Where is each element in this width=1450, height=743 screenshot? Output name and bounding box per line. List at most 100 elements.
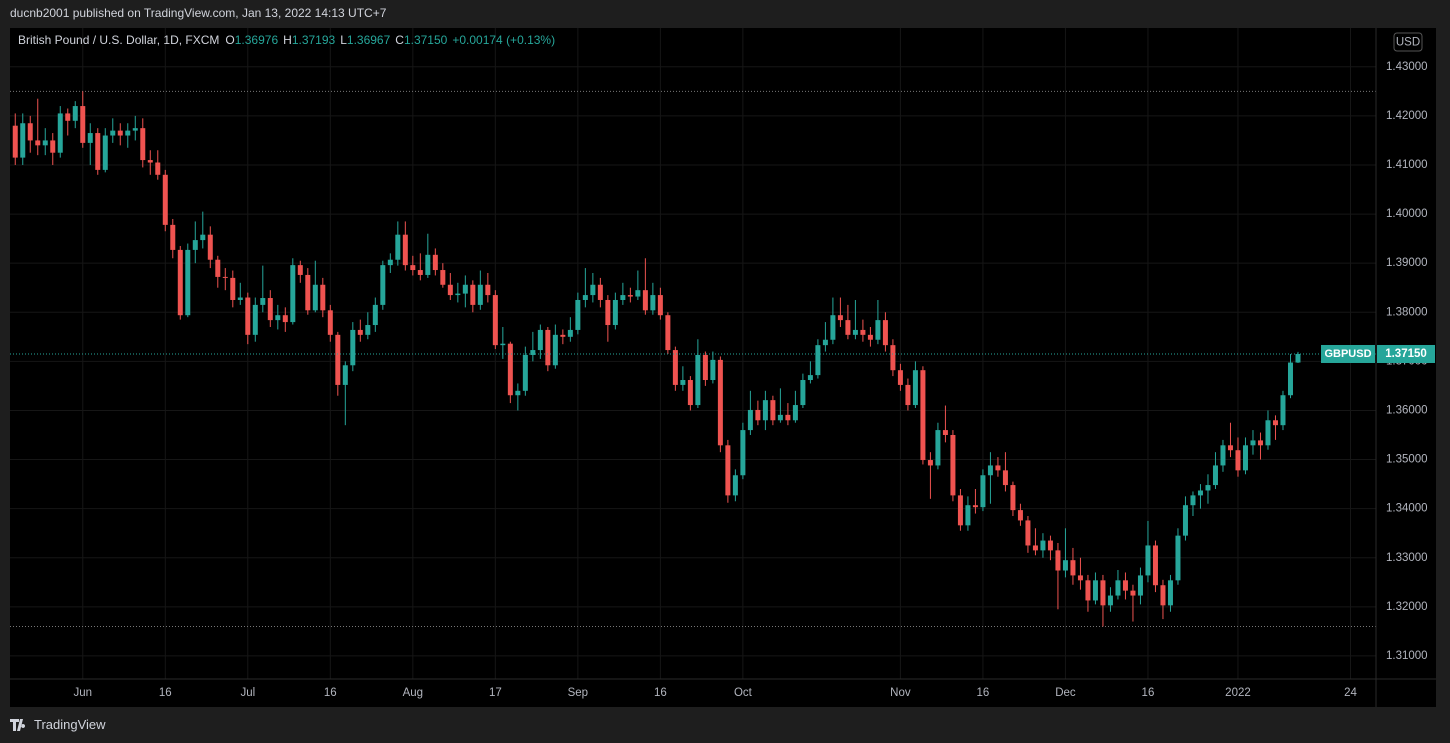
candle-body [597, 284, 603, 300]
candle-body [972, 505, 978, 508]
axes: 1.31000 1.32000 1.33000 1.34000 1.35000 1.360… [73, 61, 1435, 699]
candle-body [297, 265, 303, 275]
candle-body [1227, 445, 1233, 451]
symbol-tag-label: GBPUSD [1324, 348, 1371, 360]
candle-body [927, 460, 933, 466]
candle-body [845, 320, 851, 335]
candle-body [515, 390, 521, 396]
candle-body [537, 329, 543, 351]
candle-body [897, 370, 903, 385]
candle-body [110, 130, 116, 136]
candle-body [335, 334, 341, 385]
candle-body [1145, 545, 1151, 576]
candle-body [50, 140, 56, 153]
candle-body [380, 265, 386, 305]
candle-body [717, 359, 723, 446]
y-tick-label: 1.38000 [1386, 306, 1428, 318]
candle-body [20, 123, 26, 158]
legend: British Pound / U.S. Dollar, 1D, FXCM O 1.… [18, 33, 555, 47]
candle-body [492, 295, 498, 346]
legend-change: +0.00174 (+0.13%) [452, 33, 555, 47]
price-tag [1377, 344, 1435, 363]
candle-body [1115, 580, 1121, 596]
legend-key: L [340, 33, 347, 47]
y-tick-label: 1.35000 [1386, 454, 1428, 466]
candle-body [237, 297, 243, 300]
candle-body [1175, 535, 1181, 581]
y-tick-label: 1.31000 [1386, 650, 1428, 662]
candle-body [1167, 580, 1173, 606]
candle-body [170, 224, 176, 250]
candle-body [245, 297, 251, 335]
candle-body [1272, 420, 1278, 426]
candle-body [1242, 445, 1248, 471]
candle-body [710, 359, 716, 381]
candle-body [410, 265, 416, 271]
candle-body [552, 334, 558, 366]
candle-body [920, 370, 926, 461]
candle-body [777, 414, 783, 421]
candle-body [815, 345, 821, 376]
candle-body [935, 430, 941, 466]
candle-body [620, 295, 626, 300]
x-tick-label: Sep [568, 687, 588, 699]
candle-body [1092, 580, 1098, 601]
plot [10, 91, 1376, 627]
candle-body [582, 295, 588, 300]
x-tick-label: 17 [489, 687, 502, 699]
currency[interactable]: USD [1396, 37, 1420, 49]
candle-body [755, 409, 761, 421]
candle-body [35, 140, 41, 146]
price-tag-label: 1.37150 [1385, 348, 1427, 360]
legend-key: O [225, 33, 234, 47]
candle-body [27, 123, 33, 141]
candle-body [807, 375, 813, 381]
candle-body [732, 475, 738, 496]
candle-body [695, 354, 701, 406]
candle-body [800, 380, 806, 406]
candle-body [1047, 540, 1053, 551]
candle-body [1235, 450, 1241, 471]
candle-body [860, 329, 866, 335]
candle-body [507, 343, 513, 396]
candle-body [627, 295, 633, 297]
legend-key: C [395, 33, 404, 47]
legend-value: 1.36976 [235, 33, 279, 47]
candle-body [522, 354, 528, 391]
candle-body [395, 234, 401, 260]
candle-body [282, 315, 288, 323]
currency-button[interactable] [1393, 32, 1423, 52]
candle-body [792, 405, 798, 421]
candle-body [200, 234, 206, 241]
candle-body [1055, 550, 1061, 571]
candle-body [275, 315, 281, 321]
candle-body [125, 130, 131, 136]
candle-body [320, 284, 326, 311]
candle-body [162, 174, 168, 225]
candle-body [222, 276, 228, 278]
candle-body [605, 299, 611, 326]
candle-body [635, 290, 641, 297]
candle-body [1212, 465, 1218, 486]
candle-body [560, 334, 566, 337]
candle-body [830, 315, 836, 340]
candle-body [470, 284, 476, 305]
candle-body [890, 345, 896, 371]
candle-body [290, 265, 296, 323]
y-tick-label: 1.40000 [1386, 208, 1428, 220]
x-tick-label: Jun [73, 687, 92, 699]
candle-body [1062, 560, 1068, 571]
candle-body [485, 284, 491, 296]
y-tick-label: 1.33000 [1386, 552, 1428, 564]
candle-body [365, 325, 371, 335]
candle-body [305, 274, 311, 311]
candle-body [1287, 362, 1293, 396]
candle-body [1295, 353, 1301, 363]
candle-body [260, 298, 266, 305]
candle-body [215, 259, 221, 277]
candle-body [575, 299, 581, 330]
candle-body [1010, 485, 1016, 511]
candle-body [740, 430, 746, 476]
candle-body [1002, 470, 1008, 486]
